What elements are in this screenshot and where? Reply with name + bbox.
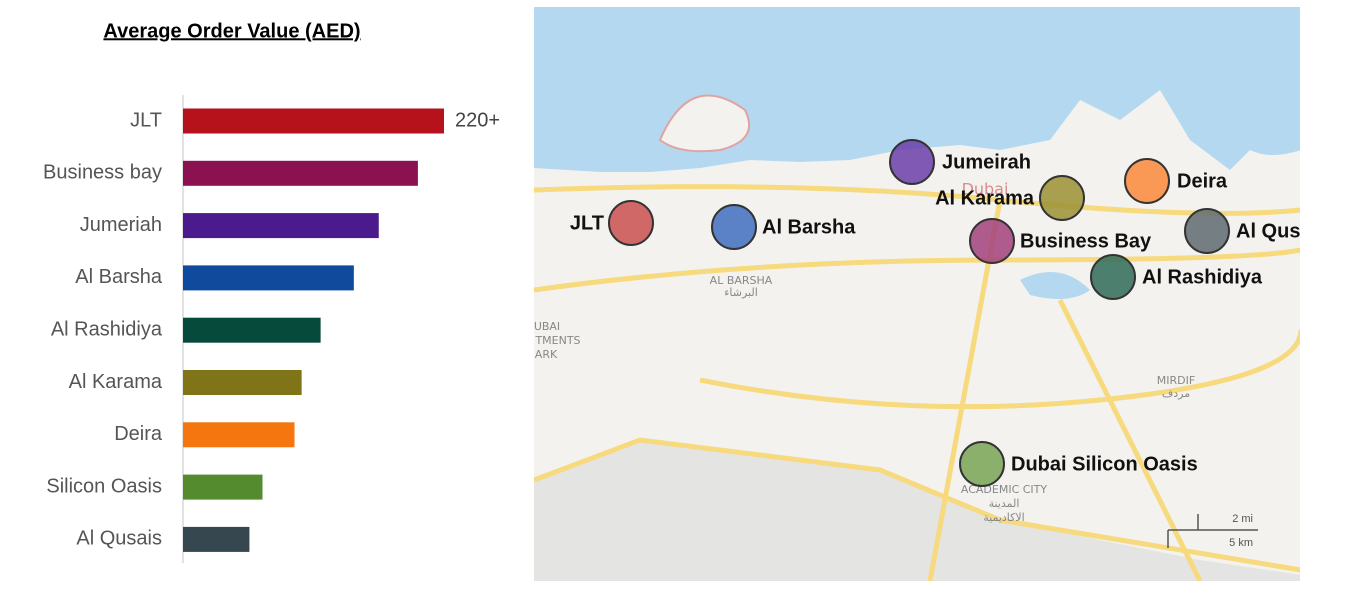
marker-label: Al Rashidiya [1142, 266, 1263, 288]
map-marker [1184, 208, 1230, 254]
map-marker [1039, 175, 1085, 221]
marker-label: Al Karama [935, 187, 1035, 209]
place-label: مردف [1162, 387, 1190, 400]
category-label: Al Rashidiya [51, 318, 163, 340]
map-marker [608, 200, 654, 246]
bar [183, 160, 418, 186]
marker-label: Al Barsha [762, 216, 856, 238]
value-label: 220+ [455, 109, 500, 131]
bar [183, 265, 354, 291]
marker-label: Deira [1177, 170, 1228, 192]
marker-label: JLT [570, 212, 604, 234]
bar [183, 317, 321, 343]
category-label: JLT [130, 109, 162, 131]
place-label: AL BARSHA [710, 274, 773, 287]
bar [183, 370, 302, 395]
map-marker [711, 204, 757, 250]
place-label: MIRDIF [1157, 374, 1195, 387]
marker-label: Jumeirah [942, 151, 1031, 173]
map-marker [1124, 158, 1170, 204]
place-label: الاكاديمية [983, 511, 1024, 524]
category-label: Al Barsha [75, 266, 163, 288]
category-label: Al Karama [69, 371, 163, 393]
palm-island [658, 94, 750, 153]
marker-label: Business Bay [1020, 230, 1152, 252]
map-marker [959, 441, 1005, 487]
place-label: البرشاء [724, 286, 758, 299]
bar [183, 526, 250, 552]
place-label: المدينة [989, 497, 1020, 510]
category-label: Deira [114, 423, 163, 445]
map-marker [1090, 254, 1136, 300]
marker-label: Dubai Silicon Oasis [1011, 453, 1198, 475]
chart-title: Average Order Value (AED) [103, 20, 360, 42]
map-marker [889, 139, 935, 185]
bar [183, 422, 295, 448]
place-label: UBAI [534, 320, 560, 333]
map-edge [1300, 7, 1301, 581]
bar [183, 108, 444, 134]
marker-label: Al Qusais [1236, 220, 1328, 242]
creek [1020, 272, 1090, 299]
category-label: Jumeriah [80, 214, 162, 236]
bar [183, 474, 263, 500]
bar [183, 213, 379, 239]
scale-label: 2 mi [1232, 513, 1253, 525]
place-label: ARK [535, 348, 558, 361]
category-label: Al Qusais [76, 528, 162, 550]
place-label: Dubai [962, 180, 1009, 199]
map-marker [969, 218, 1015, 264]
desert [534, 440, 1301, 581]
scale-label: 5 km [1229, 537, 1253, 549]
category-label: Business bay [43, 162, 162, 184]
category-label: Silicon Oasis [46, 475, 162, 497]
place-label: TMENTS [534, 334, 580, 347]
